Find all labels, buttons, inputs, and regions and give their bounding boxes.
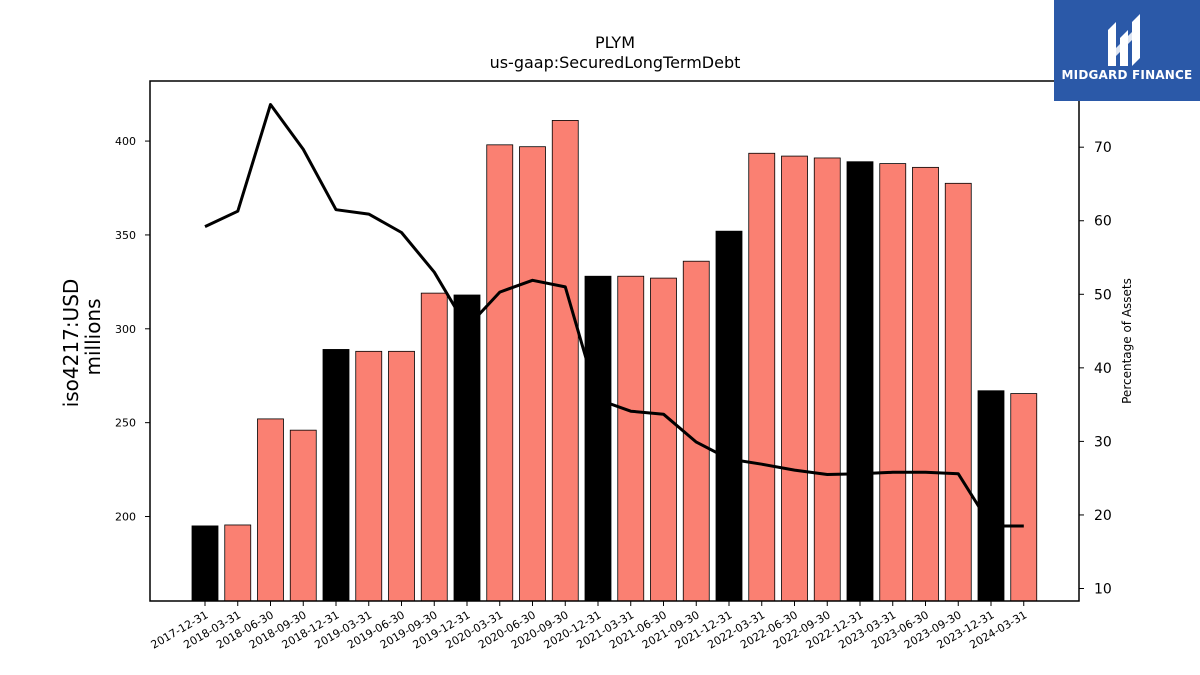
bar-2023-09-30 — [944, 182, 972, 602]
bar-2022-03-31 — [748, 152, 776, 602]
midgard-logo-icon — [1108, 14, 1140, 66]
bar-2019-03-31 — [355, 350, 383, 602]
y-tick-label: 200 — [115, 511, 136, 524]
y2-tick-label: 30 — [1094, 434, 1112, 450]
bar-2022-06-30 — [781, 155, 808, 602]
y-tick-label: 300 — [115, 323, 136, 336]
bar-2020-12-31 — [584, 275, 612, 602]
bar-2017-12-31 — [191, 525, 219, 602]
plot-frame — [149, 80, 1080, 602]
bar-2023-03-31 — [879, 163, 907, 602]
bar-2018-12-31 — [322, 349, 350, 602]
bar-2021-03-31 — [617, 275, 645, 602]
bar-2020-09-30 — [551, 120, 579, 602]
x-axis-ticks: 2017-12-312018-03-312018-06-302018-09-30… — [149, 601, 1029, 652]
bar-2018-06-30 — [257, 418, 284, 602]
brand-logo: MIDGARD FINANCE — [1054, 0, 1200, 101]
chart-subtitle: us-gaap:SecuredLongTermDebt — [490, 53, 741, 72]
bar-2019-12-31 — [453, 294, 481, 602]
y2-tick-label: 20 — [1094, 508, 1112, 524]
bar-2020-06-30 — [519, 146, 546, 602]
y-tick-label: 400 — [115, 135, 136, 148]
y2-tick-label: 70 — [1094, 140, 1112, 156]
bar-2020-03-31 — [486, 144, 514, 602]
bar-2019-06-30 — [388, 350, 415, 602]
bar-2021-06-30 — [650, 277, 677, 602]
y2-tick-label: 60 — [1094, 214, 1112, 230]
bar-2018-09-30 — [289, 429, 317, 602]
y-axis-label-line1: iso4217:USD — [59, 279, 83, 408]
bar-2021-09-30 — [682, 260, 710, 602]
bar-2023-06-30 — [912, 166, 939, 602]
y-tick-label: 250 — [115, 417, 136, 430]
right-axis-ticks: 10 20 30 40 50 60 70 — [1079, 140, 1112, 597]
bar-2021-12-31 — [715, 230, 743, 602]
bar-2019-09-30 — [420, 292, 448, 602]
left-axis-ticks: 200 250 300 350 400 — [115, 135, 150, 524]
bar-2022-09-30 — [813, 157, 841, 602]
y2-tick-label: 10 — [1094, 581, 1112, 597]
bar-2023-12-31 — [977, 390, 1005, 602]
y2-axis-label: Percentage of Assets — [1120, 278, 1134, 404]
y2-tick-label: 50 — [1094, 287, 1112, 303]
bar-2024-03-31 — [1010, 393, 1038, 602]
y-axis-label-line2: millions — [81, 298, 105, 375]
bar-2022-12-31 — [846, 161, 874, 602]
y2-tick-label: 40 — [1094, 361, 1112, 377]
chart-title: PLYM — [595, 33, 635, 52]
bar-2018-03-31 — [224, 524, 252, 602]
y-tick-label: 350 — [115, 229, 136, 242]
bars-group — [191, 120, 1038, 602]
brand-name: MIDGARD FINANCE — [1061, 68, 1193, 82]
percentage-line — [204, 103, 1024, 528]
